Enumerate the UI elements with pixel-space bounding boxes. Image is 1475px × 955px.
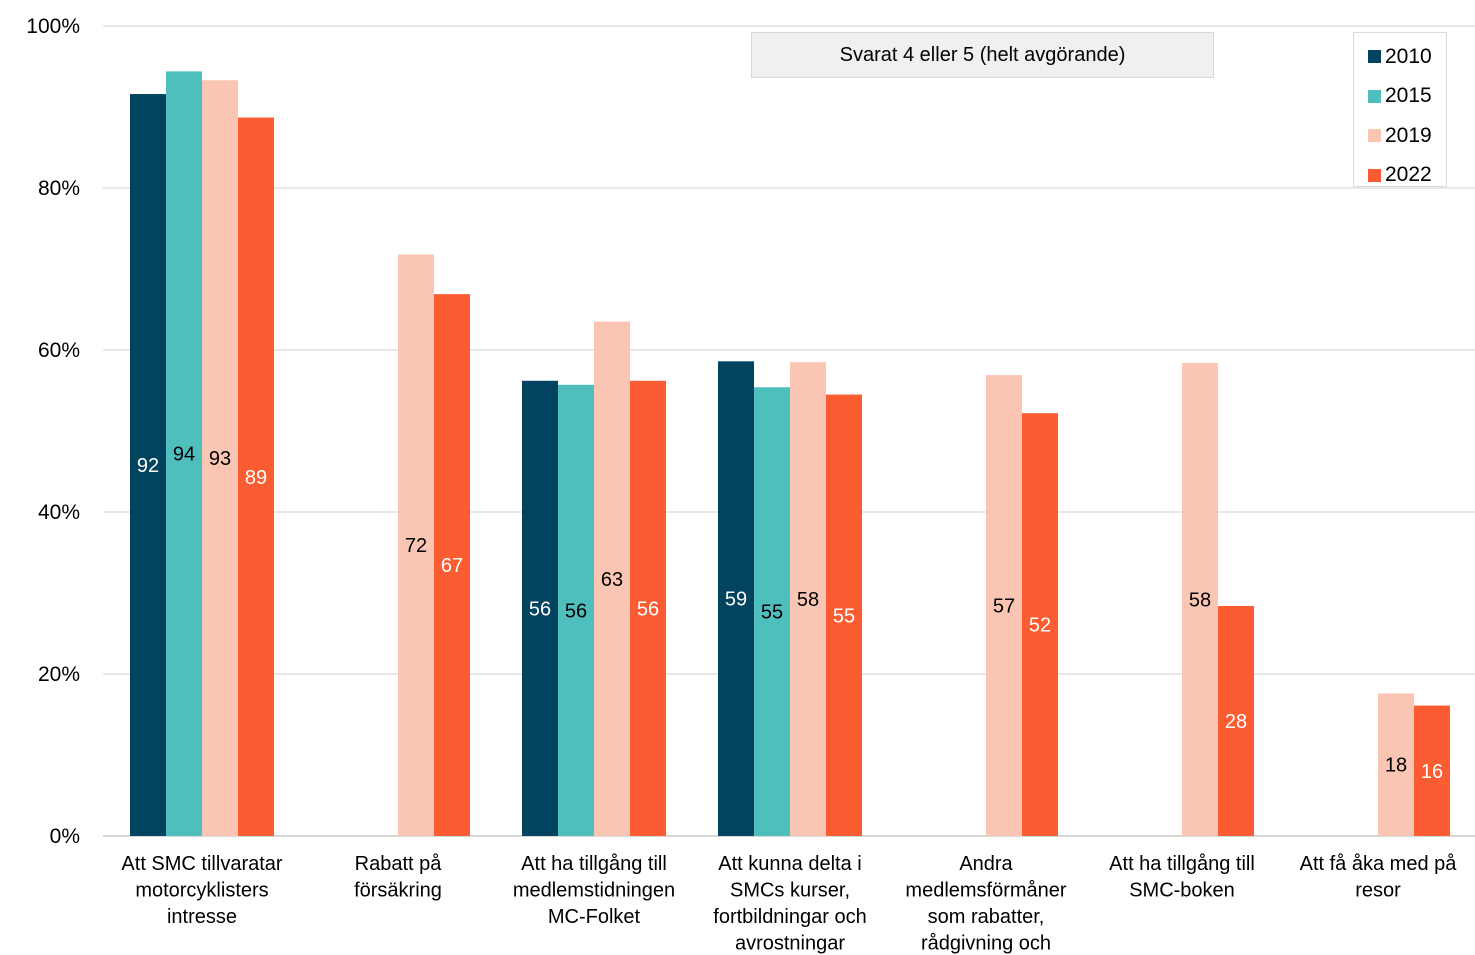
bar-2022: [1218, 605, 1254, 836]
bar-2019: [398, 254, 434, 837]
data-label: 89: [245, 467, 267, 489]
legend-item-2022: 2022: [1368, 156, 1446, 196]
data-label: 57: [993, 596, 1015, 618]
bar-2022: [826, 394, 862, 836]
x-category-label: Rabatt på försäkring: [354, 853, 442, 902]
legend-swatch: [1368, 50, 1381, 64]
x-axis-categories: Att SMC tillvaratar motorcyklisters intres…: [121, 853, 1457, 955]
data-label: 67: [441, 555, 463, 577]
x-category-label: Att ha tillgång till medlemstidningen MC-F…: [513, 853, 675, 928]
y-tick-label: 0%: [50, 825, 80, 848]
bar-2019: [202, 80, 238, 836]
chart-subtitle-text: Svarat 4 eller 5 (helt avgörande): [839, 43, 1126, 66]
data-label: 59: [725, 589, 747, 611]
legend-item-2010: 2010: [1368, 37, 1446, 77]
y-tick-label: 60%: [38, 339, 80, 362]
bar-2019: [1182, 362, 1218, 836]
x-category-label: Att få åka med på resor: [1300, 853, 1458, 902]
bar-2019: [1378, 693, 1414, 836]
data-label: 18: [1385, 755, 1407, 777]
bar-2015: [558, 384, 594, 836]
y-axis-ticks: 0% 20% 40% 60% 80% 100%: [26, 15, 80, 848]
chart-subtitle: Svarat 4 eller 5 (helt avgörande): [751, 32, 1214, 78]
bar-2019: [594, 321, 630, 836]
y-tick-label: 100%: [26, 15, 80, 38]
data-label: 93: [209, 448, 231, 470]
legend-label: 2015: [1385, 84, 1432, 108]
bar-2019: [986, 375, 1022, 836]
bar-2022: [238, 117, 274, 836]
data-labels: 92 94 93 89 72 67 56 56 63 56 59 55 58 55 57 52 58 28 18 16: [137, 444, 1443, 783]
legend-item-2015: 2015: [1368, 77, 1446, 117]
y-tick-label: 40%: [38, 501, 80, 524]
data-label: 56: [565, 600, 587, 622]
data-label: 58: [1189, 589, 1211, 611]
data-label: 72: [405, 535, 427, 557]
data-label: 55: [761, 602, 783, 624]
bar-2022: [1022, 413, 1058, 836]
x-category-label: Att SMC tillvaratar motorcyklisters intres…: [121, 853, 282, 928]
data-label: 94: [173, 444, 195, 466]
data-label: 92: [137, 455, 159, 477]
legend-swatch: [1368, 89, 1381, 103]
legend-label: 2019: [1385, 123, 1432, 147]
bar-2010: [718, 361, 754, 836]
bar-2015: [754, 387, 790, 836]
bar-2015: [166, 71, 202, 837]
legend: 2010 2015 2019 2022: [1353, 32, 1447, 187]
x-category-label: Att ha tillgång till SMC-boken: [1109, 853, 1255, 902]
bars: [130, 71, 1450, 837]
data-label: 28: [1225, 711, 1247, 733]
data-label: 52: [1029, 615, 1051, 637]
bar-2022: [434, 294, 470, 836]
data-label: 55: [833, 605, 855, 627]
bar-2019: [790, 362, 826, 836]
data-label: 58: [797, 589, 819, 611]
data-label: 56: [529, 598, 551, 620]
legend-swatch: [1368, 129, 1381, 143]
bar-2022: [630, 380, 666, 836]
data-label: 16: [1421, 761, 1443, 783]
x-category-label: Att kunna delta i SMCs kurser, fortbildnin…: [713, 853, 866, 955]
x-category-label: Andra medlemsförmåner som rabatter, rådgivn…: [905, 853, 1067, 955]
legend-label: 2010: [1385, 44, 1432, 68]
bar-2022: [1414, 705, 1450, 836]
data-label: 56: [637, 598, 659, 620]
bar-2010: [522, 380, 558, 836]
bar-2010: [130, 94, 166, 837]
legend-swatch: [1368, 168, 1381, 182]
data-label: 63: [601, 569, 623, 591]
legend-label: 2022: [1385, 163, 1432, 187]
legend-item-2019: 2019: [1368, 116, 1446, 156]
y-tick-label: 20%: [38, 663, 80, 686]
y-tick-label: 80%: [38, 177, 80, 200]
